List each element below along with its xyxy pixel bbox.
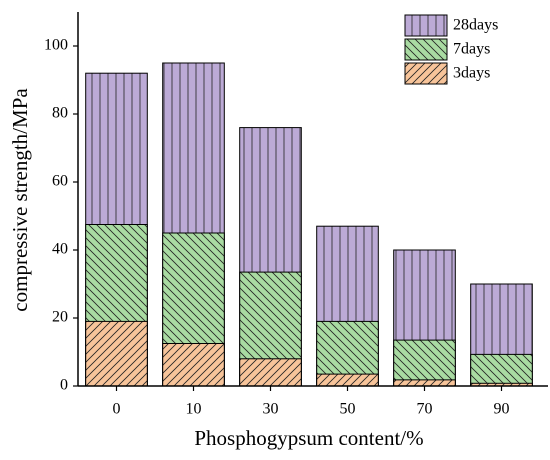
bar [239,358,302,387]
bar [85,320,148,387]
bar [393,339,456,387]
legend-label: 3days [453,65,490,82]
x-tick-label: 90 [494,401,510,418]
legend-swatch [404,62,448,85]
legend-label: 28days [453,17,498,34]
legend-swatch [404,14,448,37]
x-tick-label: 0 [113,401,121,418]
x-tick-label: 30 [263,401,279,418]
x-tick-label: 10 [186,401,202,418]
x-tick-label: 50 [340,401,356,418]
bar [162,343,225,387]
legend-swatch [404,38,448,61]
y-tick-label: 40 [52,241,68,258]
legend-label: 7days [453,41,490,58]
y-tick-label: 0 [60,377,68,394]
y-tick-label: 20 [52,309,68,326]
y-axis-title: compressive strength/MPa [8,88,32,312]
y-tick-label: 60 [52,173,68,190]
bar [316,373,379,387]
x-tick-label: 70 [417,401,433,418]
x-axis-title: Phosphogypsum content/% [194,426,423,450]
bar [393,379,456,387]
bar [470,353,533,387]
y-tick-label: 80 [52,105,68,122]
y-tick-label: 100 [44,37,68,54]
